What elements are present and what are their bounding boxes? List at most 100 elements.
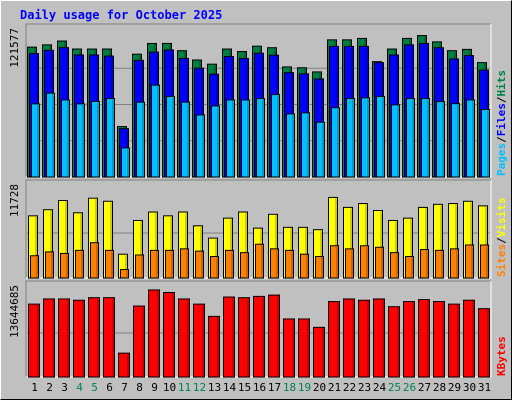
bar-pages-4-fill: [76, 103, 85, 178]
bar-kbytes-3-fill: [58, 298, 70, 378]
bar-sites-30-fill: [465, 244, 474, 279]
legend-kbytes: KBytes: [495, 336, 508, 376]
bar-pages-14-fill: [226, 99, 235, 178]
legend-hits-files-pages-part-2: Files: [495, 103, 508, 136]
bar-pages-10: [166, 95, 175, 178]
bar-pages-10-fill: [166, 95, 175, 178]
x-tick-label-19: 19: [298, 381, 311, 394]
bar-kbytes-16: [253, 295, 265, 378]
bar-sites-19: [300, 253, 309, 279]
bar-sites-17-fill: [270, 248, 279, 279]
bar-kbytes-18: [283, 318, 295, 378]
bar-kbytes-31-fill: [478, 308, 490, 378]
bar-pages-19: [301, 112, 310, 178]
bar-kbytes-22: [343, 298, 355, 378]
bar-pages-22-fill: [346, 98, 355, 178]
bar-kbytes-27: [418, 299, 430, 378]
bar-kbytes-20: [313, 326, 325, 378]
bar-kbytes-30: [463, 299, 475, 378]
x-tick-label-13: 13: [208, 381, 221, 394]
bar-pages-5: [91, 100, 100, 178]
bar-pages-16-fill: [256, 98, 265, 178]
bar-pages-28-fill: [436, 101, 445, 178]
bar-pages-27: [421, 98, 430, 178]
bar-pages-2-fill: [46, 92, 55, 178]
legend-visits-sites: Sites/Visits: [495, 198, 508, 278]
max-label-visits-sites: 11728: [8, 184, 21, 217]
x-tick-label-1: 1: [31, 381, 38, 394]
bar-pages-3: [61, 99, 70, 178]
bar-sites-25: [390, 252, 399, 279]
bar-kbytes-11-fill: [178, 298, 190, 378]
bar-pages-15-fill: [241, 99, 250, 178]
legend-hits-files-pages-part-0: Pages: [495, 143, 508, 176]
bar-kbytes-13: [208, 315, 220, 378]
bar-sites-20-fill: [315, 256, 324, 279]
bar-kbytes-30-fill: [463, 299, 475, 378]
bar-sites-5: [90, 242, 99, 279]
bar-sites-31-fill: [480, 244, 489, 279]
bar-sites-21: [330, 245, 339, 279]
bar-sites-15-fill: [240, 252, 249, 279]
x-tick-label-9: 9: [151, 381, 158, 394]
panel-kbytes-border-dark: [25, 280, 491, 377]
bar-kbytes-10-fill: [163, 292, 175, 378]
bar-kbytes-14-fill: [223, 296, 235, 378]
bar-kbytes-24-fill: [373, 298, 385, 378]
bar-pages-18: [286, 113, 295, 178]
bar-pages-31: [481, 108, 490, 178]
bar-pages-29: [451, 103, 460, 178]
x-tick-label-22: 22: [343, 381, 356, 394]
bar-kbytes-29-fill: [448, 303, 460, 378]
bar-kbytes-20-fill: [313, 326, 325, 378]
x-tick-label-18: 18: [283, 381, 296, 394]
legend-hits-files-pages: Pages/Files/Hits: [495, 70, 508, 176]
legend-hits-files-pages-part-1: /: [495, 136, 508, 143]
bar-sites-13: [210, 256, 219, 279]
max-label-hits-files-pages: 121577: [8, 28, 21, 68]
bar-kbytes-23-fill: [358, 299, 370, 378]
bar-kbytes-28-fill: [433, 301, 445, 378]
x-tick-label-17: 17: [268, 381, 281, 394]
x-tick-label-28: 28: [433, 381, 446, 394]
legend-hits-files-pages-part-3: /: [495, 96, 508, 103]
bar-pages-3-fill: [61, 99, 70, 178]
bar-sites-24: [375, 246, 384, 279]
bar-pages-13-fill: [211, 105, 220, 178]
bar-pages-15: [241, 99, 250, 178]
bar-pages-8: [136, 101, 145, 178]
bar-pages-28: [436, 101, 445, 178]
bar-kbytes-7: [118, 352, 130, 378]
bar-pages-12-fill: [196, 114, 205, 178]
bar-pages-29-fill: [451, 103, 460, 178]
bar-kbytes-13-fill: [208, 315, 220, 378]
bar-pages-12: [196, 114, 205, 178]
bar-sites-11-fill: [180, 248, 189, 279]
bar-pages-19-fill: [301, 112, 310, 178]
bar-sites-26: [405, 256, 414, 279]
x-tick-label-11: 11: [178, 381, 191, 394]
bar-sites-6-fill: [105, 249, 114, 279]
max-label-kbytes: 13644685: [8, 285, 21, 338]
bar-kbytes-21: [328, 301, 340, 378]
bar-sites-3-fill: [60, 252, 69, 279]
x-tick-label-29: 29: [448, 381, 461, 394]
bar-sites-16-fill: [255, 243, 264, 279]
bar-sites-26-fill: [405, 256, 414, 279]
bar-kbytes-31: [478, 308, 490, 378]
bar-kbytes-8: [133, 305, 145, 378]
x-tick-label-21: 21: [328, 381, 341, 394]
legend-hits-files-pages-part-4: Hits: [495, 70, 508, 97]
bar-sites-25-fill: [390, 252, 399, 279]
bar-sites-22-fill: [345, 248, 354, 279]
bar-sites-1: [30, 255, 39, 279]
bar-sites-27-fill: [420, 249, 429, 279]
bar-kbytes-2-fill: [43, 298, 55, 378]
x-tick-label-12: 12: [193, 381, 206, 394]
x-tick-label-6: 6: [106, 381, 113, 394]
bar-pages-25: [391, 104, 400, 178]
x-tick-label-7: 7: [121, 381, 128, 394]
bar-kbytes-5-fill: [88, 297, 100, 378]
